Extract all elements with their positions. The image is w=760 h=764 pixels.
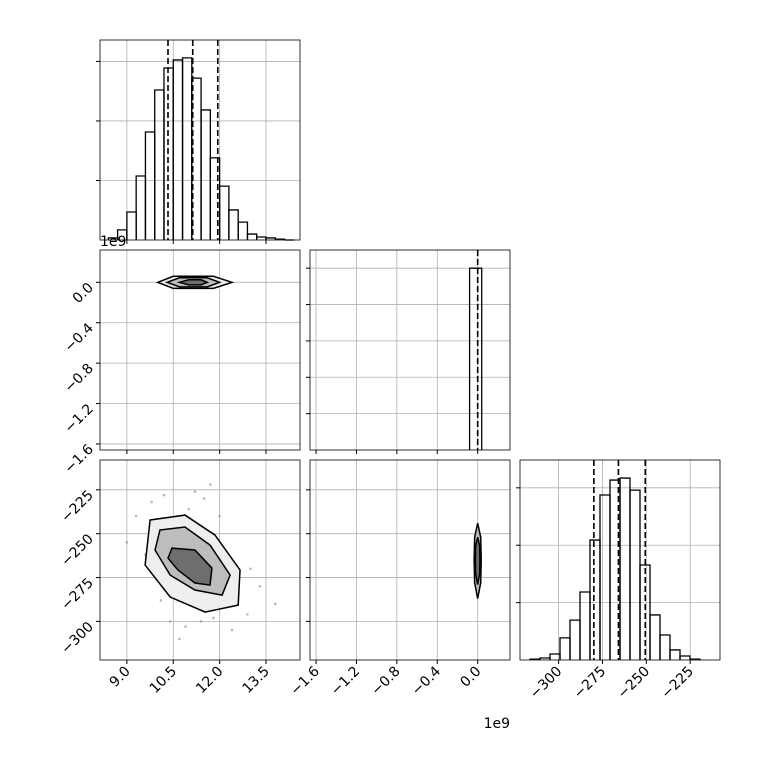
y-tick-label: −0.8 [61,361,96,396]
y-tick-label: −300 [58,619,97,658]
sample-point [150,500,153,504]
y-tick-label: −275 [58,575,97,614]
sample-point [162,493,166,497]
y-tick-label: −0.4 [61,320,96,355]
x-tick-label: −250 [615,664,654,703]
x-tick-label: 0.0 [457,664,484,691]
histogram-bin [256,236,267,240]
axes-frame [519,459,721,661]
histogram-bin [569,619,581,660]
y-tick-label: −1.2 [61,401,96,436]
axes-frame [99,39,301,241]
histogram-bin [246,233,258,240]
histogram-bin [579,591,591,660]
axes-frame [99,249,301,451]
histogram-bin [274,238,286,240]
histogram-bin [619,477,631,660]
x-tick-label: 12.0 [193,664,226,697]
sample-point [273,602,277,606]
histogram-bin [218,185,230,240]
histogram-bin [237,221,249,240]
sample-point [125,541,129,544]
histogram-bin [228,209,239,240]
sample-point [168,620,172,623]
y-tick-label: −1.6 [61,441,96,476]
x-tick-label: 13.5 [239,664,272,697]
sample-point [178,637,181,641]
y-tick-label: −225 [58,487,97,526]
axes-frame [309,459,511,661]
sample-point [187,507,191,511]
sample-point [212,616,215,620]
histogram-bin [154,89,165,240]
contour [176,279,210,286]
histogram-bin [172,59,184,240]
histogram-bin [669,649,681,660]
sample-point [258,585,262,588]
x-tick-label: 10.5 [147,664,180,697]
x-tick-label: −0.4 [409,663,444,698]
histogram-bin [629,489,641,660]
histogram-bin [181,57,193,240]
y-tick-label: −250 [58,531,97,570]
offset-text: 1e9 [484,716,510,732]
histogram-bin [679,655,691,660]
axes-frame [309,249,511,451]
histogram-bin [689,658,701,660]
sample-point [193,490,197,493]
sample-point [199,620,203,623]
x-tick-label: −1.2 [328,664,363,699]
sample-point [134,514,138,518]
x-tick-label: −1.6 [288,663,323,698]
histogram-bin [200,109,212,240]
x-tick-label: −0.8 [368,664,403,699]
x-tick-label: −275 [571,664,610,703]
histogram-bin [589,539,601,660]
histogram-bin [135,175,147,240]
y-tick-label: 0.0 [70,280,97,307]
contour [167,547,213,586]
histogram-bin [126,211,137,240]
sample-point [246,613,249,616]
x-tick-label: −225 [658,664,697,703]
histogram-bin [649,614,661,660]
x-tick-label: 9.0 [107,664,134,691]
histogram-bin [559,637,571,660]
sample-point [218,514,221,518]
histogram-bin [659,634,671,660]
sample-point [159,599,163,602]
axes-frame [99,459,301,661]
x-tick-label: −300 [527,664,566,703]
sample-point [209,483,212,486]
histogram-bin [639,564,651,660]
histogram-bin [468,267,483,450]
sample-point [230,628,234,632]
sample-point [202,497,206,500]
contour [474,537,481,585]
offset-text: 1e9 [100,234,126,250]
sample-point [249,567,252,571]
histogram-bin [144,131,156,240]
histogram-bin [599,494,611,660]
sample-point [184,625,187,628]
